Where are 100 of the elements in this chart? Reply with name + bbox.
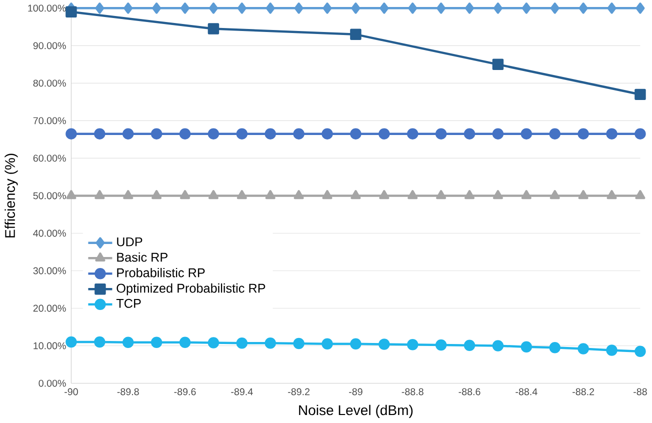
- point: [264, 338, 276, 349]
- point: [293, 128, 304, 140]
- point: [208, 2, 218, 14]
- point: [351, 2, 360, 14]
- point: [378, 128, 390, 140]
- point: [607, 2, 616, 14]
- point: [520, 128, 532, 140]
- point: [94, 128, 106, 140]
- point: [208, 337, 220, 349]
- point: [379, 190, 390, 200]
- point: [237, 2, 246, 14]
- point: [406, 128, 418, 140]
- point: [124, 2, 133, 14]
- point: [408, 190, 418, 200]
- point: [436, 190, 446, 200]
- point: [236, 128, 248, 140]
- point: [66, 190, 76, 200]
- point: [435, 128, 447, 140]
- point: [208, 190, 218, 200]
- point: [350, 28, 362, 40]
- point: [94, 336, 106, 348]
- point: [634, 89, 646, 100]
- point: [550, 2, 560, 14]
- legend-label: TCP: [116, 299, 141, 308]
- x-tick-label: -88: [634, 388, 647, 396]
- point: [294, 190, 304, 200]
- point: [95, 2, 104, 14]
- point: [66, 6, 77, 18]
- point: [122, 128, 134, 140]
- x-tick-label: -90: [64, 388, 78, 396]
- point: [606, 344, 618, 356]
- point: [522, 2, 531, 14]
- point: [520, 341, 532, 353]
- point: [123, 190, 134, 200]
- point: [66, 336, 77, 348]
- point: [152, 190, 162, 200]
- x-tick-label: -89.4: [231, 388, 253, 396]
- x-tick-label: -88.8: [402, 388, 424, 396]
- point: [94, 190, 105, 200]
- x-tick-label: -89: [349, 388, 362, 396]
- y-tick-label: 90.00%: [33, 42, 66, 50]
- point: [549, 128, 560, 140]
- point: [350, 338, 362, 350]
- point: [550, 190, 560, 200]
- point: [236, 338, 248, 349]
- point: [492, 190, 503, 200]
- point: [322, 2, 332, 14]
- x-tick-label: -88.2: [572, 388, 594, 396]
- point: [380, 2, 389, 14]
- point: [150, 128, 162, 140]
- point: [549, 342, 560, 354]
- point: [264, 128, 276, 140]
- point: [122, 336, 134, 348]
- point: [208, 128, 220, 140]
- point: [322, 338, 333, 350]
- point: [350, 190, 361, 200]
- point: [294, 2, 304, 14]
- point: [378, 338, 390, 350]
- x-tick-label: -89.6: [174, 388, 196, 396]
- point: [150, 336, 162, 348]
- point: [436, 2, 446, 14]
- point: [634, 346, 646, 358]
- y-tick-label: 20.00%: [33, 304, 66, 312]
- point: [464, 190, 475, 200]
- point: [266, 2, 275, 14]
- point: [634, 128, 646, 140]
- point: [606, 128, 618, 140]
- point: [180, 2, 190, 14]
- point: [208, 23, 220, 35]
- point: [66, 128, 77, 140]
- point: [636, 2, 645, 14]
- y-tick-label: 60.00%: [33, 154, 66, 162]
- x-tick-label: -89.2: [288, 388, 310, 396]
- point: [521, 190, 532, 200]
- point: [578, 2, 588, 14]
- point: [464, 128, 476, 140]
- point: [492, 340, 504, 352]
- point: [406, 339, 418, 350]
- point: [578, 128, 589, 140]
- legend-label: UDP: [117, 238, 142, 246]
- x-tick-label: -88.4: [516, 388, 538, 396]
- point: [578, 190, 588, 200]
- legend-label: Basic RP: [117, 252, 168, 262]
- y-axis-title: Efficiency (%): [4, 154, 18, 238]
- legend-label: Optimized Probabilistic RP: [116, 284, 266, 296]
- point: [492, 128, 504, 140]
- point: [493, 2, 502, 14]
- point: [465, 2, 474, 14]
- point: [350, 128, 362, 140]
- point: [179, 128, 191, 140]
- point: [265, 190, 276, 200]
- y-tick-label: 10.00%: [34, 342, 66, 350]
- point: [464, 340, 476, 352]
- legend-label: Probabilistic RP: [117, 268, 205, 278]
- x-tick-label: -88.6: [458, 388, 480, 396]
- point: [293, 338, 304, 350]
- point: [492, 58, 504, 70]
- y-tick-label: 40.00%: [33, 230, 66, 237]
- point: [236, 190, 247, 200]
- point: [435, 340, 447, 351]
